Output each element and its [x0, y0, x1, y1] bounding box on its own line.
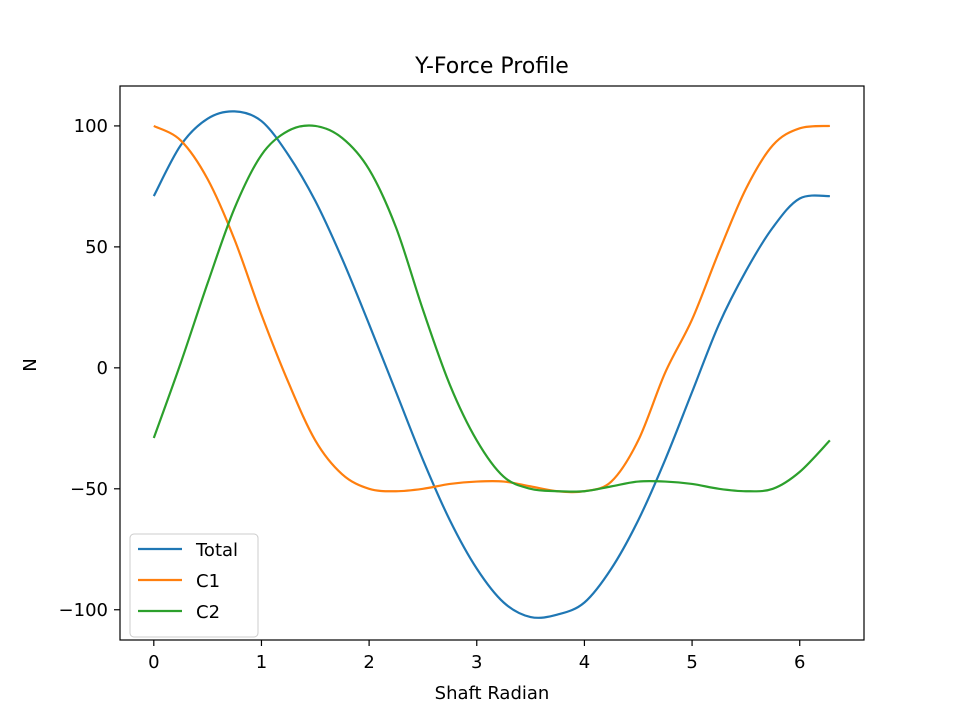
legend-label-total: Total [195, 540, 238, 561]
x-tick-label: 6 [794, 652, 805, 673]
series-line-total [152, 110, 830, 619]
y-tick-label: −100 [59, 600, 108, 621]
y-tick-label: −50 [70, 479, 108, 500]
legend-label-c2: C2 [196, 602, 220, 623]
series-line-c2 [152, 124, 831, 493]
legend-label-c1: C1 [196, 571, 220, 592]
x-tick-label: 1 [256, 652, 267, 673]
y-tick-label: 50 [85, 237, 108, 258]
x-axis-label: Shaft Radian [435, 683, 550, 704]
y-tick-label: 0 [97, 358, 108, 379]
plot-area: 0 1 2 3 4 5 6 100 50 0 −50 −100 Total C1 C2 [59, 85, 865, 673]
x-tick-label: 2 [363, 652, 374, 673]
x-tick-label: 0 [148, 652, 159, 673]
y-tick-label: 100 [74, 116, 108, 137]
x-tick-label: 4 [579, 652, 590, 673]
series-line-c1 [153, 124, 830, 494]
plot-frame [119, 85, 865, 641]
chart-title: Y-Force Profile [414, 54, 569, 79]
y-axis-label: N [20, 358, 41, 371]
x-tick-label: 3 [471, 652, 482, 673]
x-tick-label: 5 [686, 652, 697, 673]
